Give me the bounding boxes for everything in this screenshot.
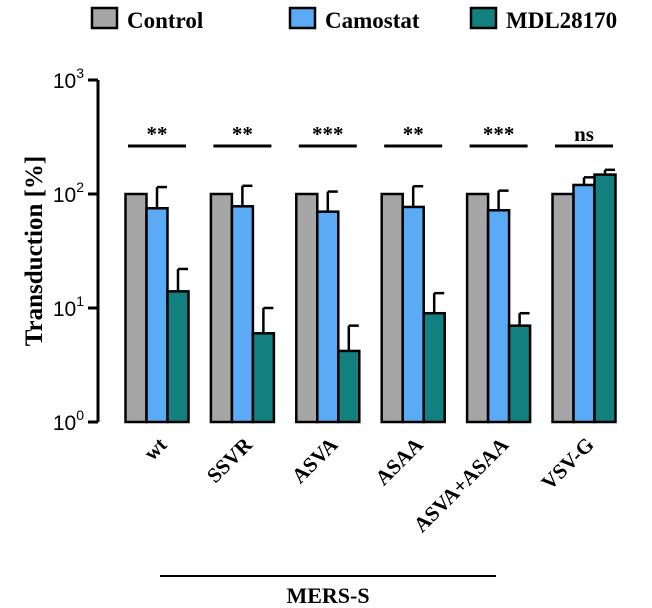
bar-0-0: [124, 192, 148, 424]
bars: [124, 168, 617, 424]
bar-4-2: [507, 324, 532, 424]
significance-label-2: ***: [312, 122, 344, 146]
significance-label-1: **: [232, 122, 253, 146]
x-tick-label-3: ASAA: [370, 432, 428, 490]
x-tick-label-2: ASVA: [287, 432, 343, 488]
bar-4-0: [465, 192, 490, 424]
y-axis-label: Transduction [%]: [21, 156, 48, 347]
legend-swatch-1: [288, 6, 317, 30]
y-tick-label-1: 101: [53, 293, 84, 321]
significance-label-3: **: [403, 122, 424, 146]
bar-0-1: [145, 206, 169, 424]
bar-1-2: [251, 332, 276, 424]
bar-3-0: [380, 192, 404, 424]
bar-1-0: [209, 192, 234, 424]
legend-swatch-2: [469, 6, 498, 30]
y-axis-ticks: 100 101 102 103: [53, 65, 98, 435]
bar-0-2: [166, 290, 190, 424]
bar-5-2: [593, 173, 617, 424]
legend-swatch-0: [90, 6, 119, 30]
bar-4-1: [486, 209, 511, 424]
group-label: MERS-S: [286, 583, 369, 608]
legend-label-2: MDL28170: [506, 8, 617, 33]
y-tick-label-3: 103: [53, 65, 84, 93]
bar-1-1: [230, 205, 255, 424]
legend: Control Camostat MDL28170: [90, 6, 617, 33]
significance-markers: ** ** *** ** *** ns: [128, 122, 613, 148]
bar-3-2: [422, 311, 446, 424]
significance-label-0: **: [147, 122, 168, 146]
significance-label-5: ns: [574, 122, 594, 146]
x-tick-label-1: SSVR: [202, 432, 258, 488]
x-tick-label-0: wt: [139, 433, 172, 466]
bar-2-0: [295, 192, 319, 424]
legend-label-0: Control: [127, 8, 203, 33]
legend-label-1: Camostat: [325, 8, 420, 33]
y-tick-label-2: 102: [53, 179, 84, 207]
significance-label-4: ***: [483, 122, 515, 146]
bar-3-1: [401, 205, 425, 424]
y-tick-label-0: 100: [53, 407, 84, 435]
bar-5-0: [551, 192, 575, 424]
bar-5-1: [572, 183, 596, 424]
x-tick-label-5: VSV-G: [536, 433, 598, 495]
bar-2-1: [316, 210, 340, 424]
bar-2-2: [337, 349, 361, 424]
